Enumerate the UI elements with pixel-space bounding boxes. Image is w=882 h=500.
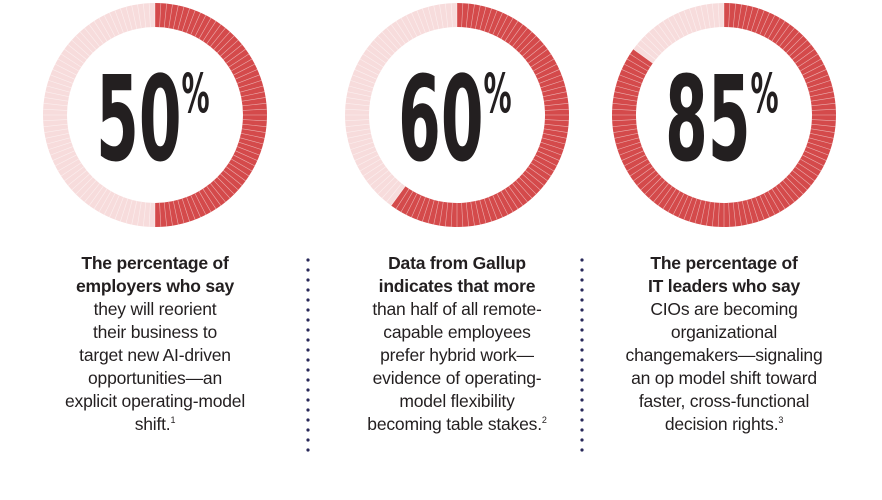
caption-2-line: model flexibility	[399, 391, 515, 411]
donut-2-filled-slice	[391, 3, 569, 228]
donut-chart-3: 85%	[612, 3, 836, 227]
caption-1-line: opportunities—an	[88, 368, 222, 388]
caption-3-line: an op model shift toward	[631, 368, 817, 388]
divider-1	[306, 258, 310, 460]
donut-1-value-label: 50%	[96, 52, 210, 189]
caption-2-line: becoming table stakes.2	[367, 414, 547, 434]
donut-chart-1: 50%	[42, 3, 267, 227]
caption-1-bold-line: employers who say	[75, 276, 235, 296]
caption-2-line: prefer hybrid work—	[380, 345, 534, 365]
caption-2-line: than half of all remote-	[372, 299, 542, 319]
footnote-2: 2	[541, 415, 547, 426]
footnote-3: 3	[778, 415, 784, 426]
caption-1-line: explicit operating-model	[64, 391, 246, 411]
caption-1-line: they will reorient	[93, 299, 217, 319]
caption-3-line: CIOs are becoming	[650, 299, 798, 319]
divider-2	[580, 258, 584, 460]
caption-3-line: decision rights.3	[664, 414, 784, 434]
caption-3-line: organizational	[670, 322, 778, 342]
donut-1-remaining-slice	[42, 3, 156, 227]
caption-2-bold-line: indicates that more	[378, 276, 536, 296]
donut-1-filled-slice	[155, 3, 267, 227]
footnote-1: 1	[170, 415, 176, 426]
caption-1-line: shift.1	[134, 414, 176, 434]
caption-2-line: capable employees	[383, 322, 531, 342]
caption-3: The percentage of IT leaders who say CIOs …	[589, 252, 859, 436]
caption-2: Data from Gallup indicates that more than …	[322, 252, 592, 436]
donut-2-ticks	[345, 3, 569, 227]
caption-1: The percentage of employers who say they w…	[20, 252, 290, 436]
donut-3-value-label: 85%	[665, 52, 779, 189]
donut-chart-2: 60%	[345, 3, 569, 228]
caption-3-line: changemakers—signaling	[625, 345, 823, 365]
donut-3-ticks	[612, 3, 836, 227]
caption-1-line: target new AI-driven	[79, 345, 231, 365]
donut-3-remaining-slice	[633, 3, 724, 64]
caption-1-line: their business to	[92, 322, 218, 342]
donut-2-value-label: 60%	[398, 52, 512, 189]
caption-2-bold-line: Data from Gallup	[388, 253, 526, 273]
donut-1-ticks	[43, 3, 267, 227]
caption-3-line: faster, cross-functional	[638, 391, 810, 411]
caption-3-bold-line: The percentage of	[650, 253, 798, 273]
caption-2-line: evidence of operating-	[372, 368, 542, 388]
caption-3-bold-line: IT leaders who say	[647, 276, 801, 296]
caption-1-bold-line: The percentage of	[81, 253, 229, 273]
